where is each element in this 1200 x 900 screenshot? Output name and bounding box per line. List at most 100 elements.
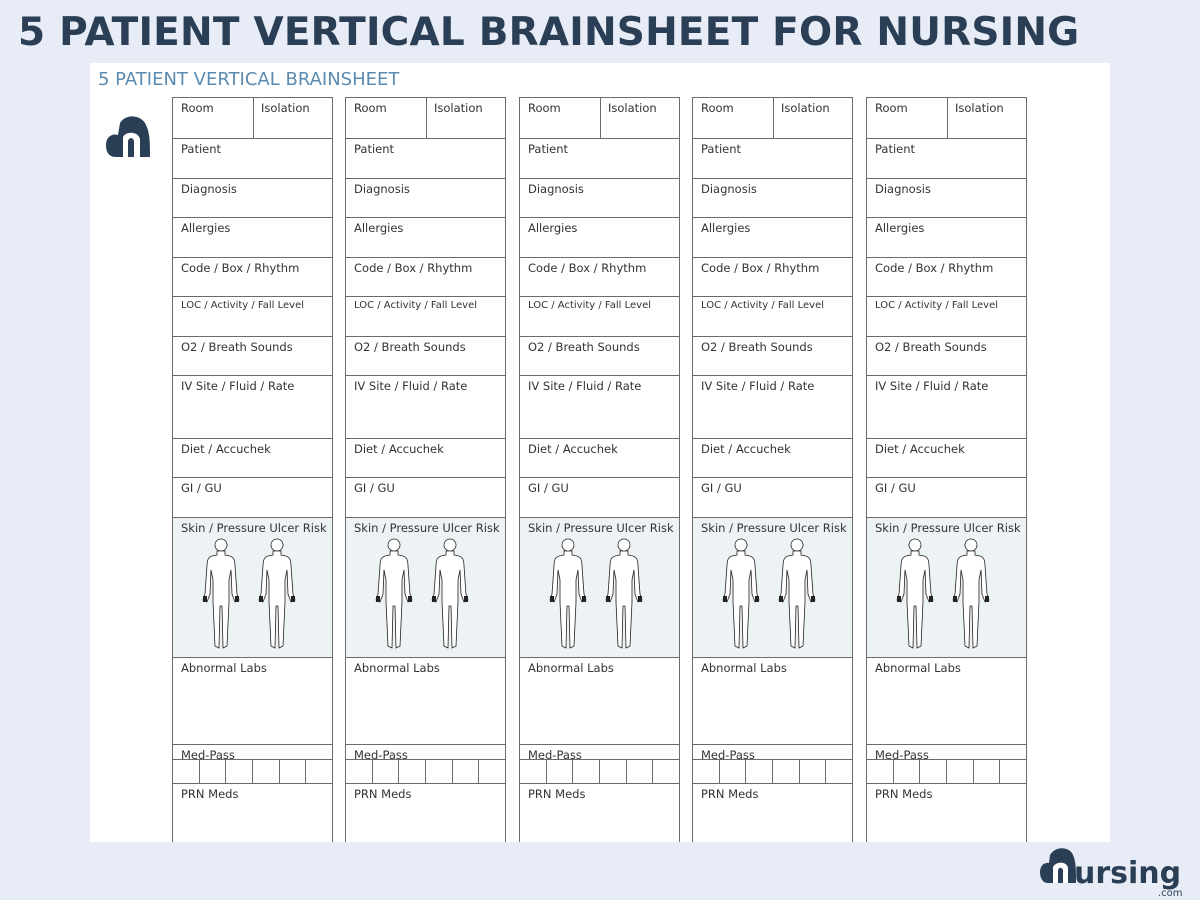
field-medpass[interactable]: Med-Pass	[693, 744, 852, 762]
med-pass-slot[interactable]	[745, 760, 772, 784]
body-diagram-icon[interactable]	[201, 536, 305, 654]
field-gi[interactable]: GI / GU	[173, 477, 332, 517]
field-diet[interactable]: Diet / Accuchek	[173, 438, 332, 477]
med-pass-slot[interactable]	[278, 760, 306, 784]
field-loc[interactable]: LOC / Activity / Fall Level	[173, 296, 332, 336]
field-room[interactable]: Room	[520, 98, 599, 138]
med-pass-slot[interactable]	[892, 760, 920, 784]
field-loc[interactable]: LOC / Activity / Fall Level	[867, 296, 1026, 336]
field-room[interactable]: Room	[867, 98, 946, 138]
field-isolation[interactable]: Isolation	[773, 98, 852, 138]
field-prn[interactable]: PRN Meds	[693, 783, 852, 843]
field-code[interactable]: Code / Box / Rhythm	[867, 257, 1026, 296]
field-medpass[interactable]: Med-Pass	[520, 744, 679, 762]
med-pass-slot[interactable]	[798, 760, 826, 784]
field-loc[interactable]: LOC / Activity / Fall Level	[520, 296, 679, 336]
field-o2[interactable]: O2 / Breath Sounds	[520, 336, 679, 375]
body-diagram-icon[interactable]	[721, 536, 825, 654]
field-diagnosis[interactable]: Diagnosis	[520, 178, 679, 217]
med-pass-slot[interactable]	[972, 760, 1000, 784]
med-pass-slot[interactable]	[718, 760, 746, 784]
med-pass-slot[interactable]	[252, 760, 279, 784]
field-skin[interactable]: Skin / Pressure Ulcer Risk	[867, 517, 1026, 657]
field-diet[interactable]: Diet / Accuchek	[346, 438, 505, 477]
med-pass-slot[interactable]	[520, 760, 546, 784]
med-pass-slot[interactable]	[198, 760, 226, 784]
field-allergies[interactable]: Allergies	[693, 217, 852, 257]
field-iv[interactable]: IV Site / Fluid / Rate	[867, 375, 1026, 438]
field-isolation[interactable]: Isolation	[426, 98, 505, 138]
field-gi[interactable]: GI / GU	[867, 477, 1026, 517]
field-o2[interactable]: O2 / Breath Sounds	[867, 336, 1026, 375]
field-allergies[interactable]: Allergies	[867, 217, 1026, 257]
field-patient[interactable]: Patient	[520, 138, 679, 178]
med-pass-slot[interactable]	[599, 760, 626, 784]
med-pass-slot[interactable]	[572, 760, 599, 784]
field-skin[interactable]: Skin / Pressure Ulcer Risk	[346, 517, 505, 657]
field-code[interactable]: Code / Box / Rhythm	[173, 257, 332, 296]
med-pass-slot[interactable]	[867, 760, 893, 784]
field-o2[interactable]: O2 / Breath Sounds	[173, 336, 332, 375]
med-pass-slot[interactable]	[225, 760, 252, 784]
field-gi[interactable]: GI / GU	[520, 477, 679, 517]
med-pass-slot[interactable]	[625, 760, 653, 784]
field-room[interactable]: Room	[173, 98, 252, 138]
med-pass-slot[interactable]	[451, 760, 479, 784]
field-isolation[interactable]: Isolation	[253, 98, 332, 138]
med-pass-slot[interactable]	[398, 760, 425, 784]
field-medpass[interactable]: Med-Pass	[346, 744, 505, 762]
field-prn[interactable]: PRN Meds	[346, 783, 505, 843]
field-allergies[interactable]: Allergies	[173, 217, 332, 257]
field-skin[interactable]: Skin / Pressure Ulcer Risk	[173, 517, 332, 657]
field-diet[interactable]: Diet / Accuchek	[693, 438, 852, 477]
med-pass-slot[interactable]	[825, 760, 852, 784]
field-patient[interactable]: Patient	[693, 138, 852, 178]
field-labs[interactable]: Abnormal Labs	[346, 657, 505, 744]
med-pass-slot[interactable]	[346, 760, 372, 784]
field-diagnosis[interactable]: Diagnosis	[346, 178, 505, 217]
field-patient[interactable]: Patient	[867, 138, 1026, 178]
field-labs[interactable]: Abnormal Labs	[693, 657, 852, 744]
med-pass-slot[interactable]	[946, 760, 973, 784]
field-labs[interactable]: Abnormal Labs	[867, 657, 1026, 744]
field-medpass[interactable]: Med-Pass	[867, 744, 1026, 762]
field-iv[interactable]: IV Site / Fluid / Rate	[693, 375, 852, 438]
field-iv[interactable]: IV Site / Fluid / Rate	[520, 375, 679, 438]
field-allergies[interactable]: Allergies	[520, 217, 679, 257]
field-gi[interactable]: GI / GU	[693, 477, 852, 517]
field-diagnosis[interactable]: Diagnosis	[173, 178, 332, 217]
field-room[interactable]: Room	[693, 98, 772, 138]
field-iv[interactable]: IV Site / Fluid / Rate	[173, 375, 332, 438]
field-allergies[interactable]: Allergies	[346, 217, 505, 257]
field-isolation[interactable]: Isolation	[600, 98, 679, 138]
body-diagram-icon[interactable]	[895, 536, 999, 654]
body-diagram-icon[interactable]	[374, 536, 478, 654]
med-pass-slot[interactable]	[173, 760, 199, 784]
med-pass-slot[interactable]	[693, 760, 719, 784]
med-pass-slot[interactable]	[999, 760, 1026, 784]
field-diagnosis[interactable]: Diagnosis	[693, 178, 852, 217]
field-prn[interactable]: PRN Meds	[520, 783, 679, 843]
field-o2[interactable]: O2 / Breath Sounds	[346, 336, 505, 375]
field-patient[interactable]: Patient	[173, 138, 332, 178]
field-diagnosis[interactable]: Diagnosis	[867, 178, 1026, 217]
med-pass-slot[interactable]	[371, 760, 399, 784]
med-pass-slot[interactable]	[772, 760, 799, 784]
field-isolation[interactable]: Isolation	[947, 98, 1026, 138]
field-labs[interactable]: Abnormal Labs	[173, 657, 332, 744]
med-pass-slot[interactable]	[652, 760, 679, 784]
field-medpass[interactable]: Med-Pass	[173, 744, 332, 762]
field-code[interactable]: Code / Box / Rhythm	[346, 257, 505, 296]
field-skin[interactable]: Skin / Pressure Ulcer Risk	[520, 517, 679, 657]
body-diagram-icon[interactable]	[548, 536, 652, 654]
field-o2[interactable]: O2 / Breath Sounds	[693, 336, 852, 375]
field-skin[interactable]: Skin / Pressure Ulcer Risk	[693, 517, 852, 657]
med-pass-slot[interactable]	[478, 760, 505, 784]
field-loc[interactable]: LOC / Activity / Fall Level	[693, 296, 852, 336]
field-gi[interactable]: GI / GU	[346, 477, 505, 517]
field-code[interactable]: Code / Box / Rhythm	[520, 257, 679, 296]
field-room[interactable]: Room	[346, 98, 425, 138]
field-patient[interactable]: Patient	[346, 138, 505, 178]
med-pass-slot[interactable]	[425, 760, 452, 784]
field-prn[interactable]: PRN Meds	[867, 783, 1026, 843]
